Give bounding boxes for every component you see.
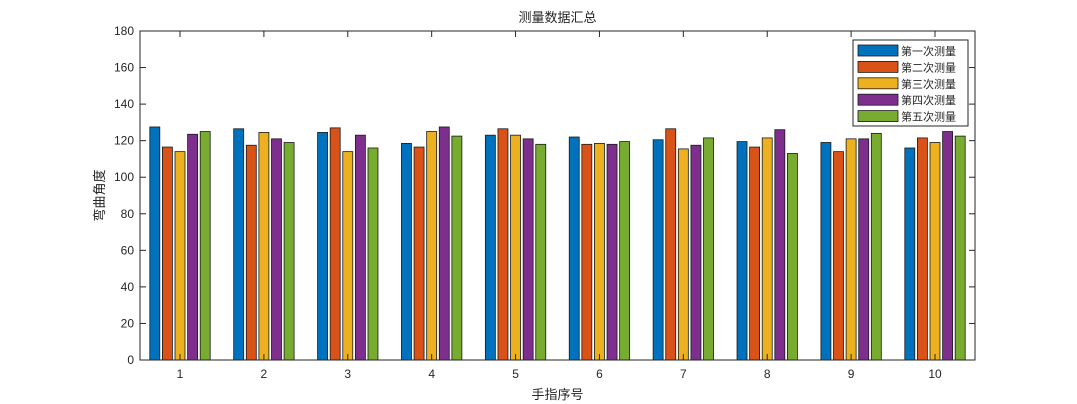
x-axis-ticks: 1 2 3 4 5 6 7 8 9 10 [177, 31, 942, 381]
bar-s1-c4 [401, 143, 412, 361]
bar-s4-c9 [858, 138, 870, 361]
legend-label-4: 第四次测量 [901, 93, 956, 107]
bars-group [149, 126, 966, 361]
bar-s1-c3 [317, 132, 328, 361]
bar-s2-c9 [833, 151, 844, 361]
bar-s3-c10 [929, 142, 941, 361]
x-tick-label-10: 10 [928, 367, 942, 381]
bar-s1-c6 [568, 136, 580, 361]
bar-s2-c3 [329, 127, 341, 361]
y-axis-ticks: 0 20 40 60 80 100 120 140 160 180 [114, 24, 975, 367]
bar-s2-c8 [749, 146, 761, 361]
bar-s1-c10 [904, 147, 916, 361]
y-tick-label-160: 160 [114, 61, 134, 75]
x-tick-label-6: 6 [596, 367, 603, 381]
bar-s1-c5 [484, 134, 496, 361]
bar-s5-c7 [703, 137, 714, 361]
bar-s3-c4 [426, 131, 438, 361]
bar-s5-c5 [535, 143, 547, 361]
bar-s3-c1 [174, 151, 186, 361]
bar-s2-c7 [665, 128, 677, 361]
bar-s5-c10 [954, 135, 966, 361]
legend-label-5: 第五次测量 [901, 110, 956, 124]
bar-s2-c10 [917, 137, 928, 361]
legend-swatch-2 [857, 61, 899, 73]
bar-s4-c8 [774, 129, 786, 361]
bar-s4-c6 [606, 143, 618, 361]
y-tick-label-20: 20 [121, 316, 135, 330]
x-tick-label-5: 5 [512, 367, 519, 381]
bar-s4-c1 [187, 133, 199, 361]
bar-s3-c6 [594, 143, 605, 361]
y-tick-label-140: 140 [114, 97, 134, 111]
legend-swatch-5 [857, 110, 899, 122]
legend-swatch-1 [857, 44, 899, 57]
y-tick-label-0: 0 [127, 353, 134, 367]
bar-s5-c4 [451, 135, 463, 361]
bar-s1-c9 [820, 142, 832, 361]
x-tick-label-1: 1 [177, 367, 184, 381]
chart-title: 测量数据汇总 [518, 11, 596, 26]
bar-s4-c10 [942, 131, 953, 361]
legend-swatch-4 [857, 93, 899, 106]
y-tick-label-120: 120 [114, 134, 134, 148]
legend-label-3: 第三次测量 [901, 77, 956, 91]
bar-s5-c8 [787, 153, 798, 361]
bar-s2-c5 [497, 128, 509, 361]
legend-label-2: 第二次测量 [901, 60, 956, 74]
bar-s3-c7 [677, 148, 689, 361]
axes-box [139, 30, 976, 361]
bar-s4-c7 [690, 144, 702, 361]
bar-s1-c1 [149, 126, 161, 361]
x-tick-label-8: 8 [764, 367, 771, 381]
bar-s3-c8 [761, 137, 773, 361]
x-tick-label-7: 7 [680, 367, 687, 381]
bar-s3-c5 [510, 134, 521, 361]
x-tick-label-4: 4 [428, 367, 435, 381]
bar-s2-c6 [581, 143, 593, 361]
bar-s3-c9 [845, 138, 857, 361]
y-tick-label-40: 40 [121, 280, 135, 294]
bar-s2-c4 [413, 146, 425, 361]
bar-s3-c2 [258, 132, 270, 361]
bar-s1-c8 [736, 141, 748, 361]
x-tick-label-9: 9 [848, 367, 855, 381]
bar-s4-c4 [438, 126, 450, 361]
legend-swatch-3 [857, 77, 899, 90]
legend-label-1: 第一次测量 [901, 44, 956, 58]
x-axis-title: 手指序号 [531, 388, 583, 403]
bar-s2-c2 [245, 144, 257, 361]
bar-s5-c6 [619, 141, 631, 361]
x-tick-label-2: 2 [261, 367, 268, 381]
bar-s4-c2 [271, 138, 282, 361]
x-tick-label-3: 3 [344, 367, 351, 381]
bar-s5-c3 [367, 147, 379, 361]
bar-s5-c9 [870, 132, 882, 361]
bar-s1-c2 [233, 128, 245, 361]
y-tick-label-100: 100 [114, 170, 134, 184]
bar-s1-c7 [652, 139, 664, 361]
bar-s2-c1 [161, 146, 173, 361]
bar-s3-c3 [342, 151, 354, 361]
y-tick-label-180: 180 [114, 24, 134, 38]
bar-s4-c3 [354, 134, 366, 361]
bar-s4-c5 [522, 138, 534, 361]
y-axis-title: 弯曲角度 [92, 169, 108, 221]
bar-s5-c2 [283, 142, 295, 361]
bar-s5-c1 [199, 131, 211, 361]
y-tick-label-60: 60 [121, 243, 135, 257]
y-tick-label-80: 80 [121, 207, 135, 221]
